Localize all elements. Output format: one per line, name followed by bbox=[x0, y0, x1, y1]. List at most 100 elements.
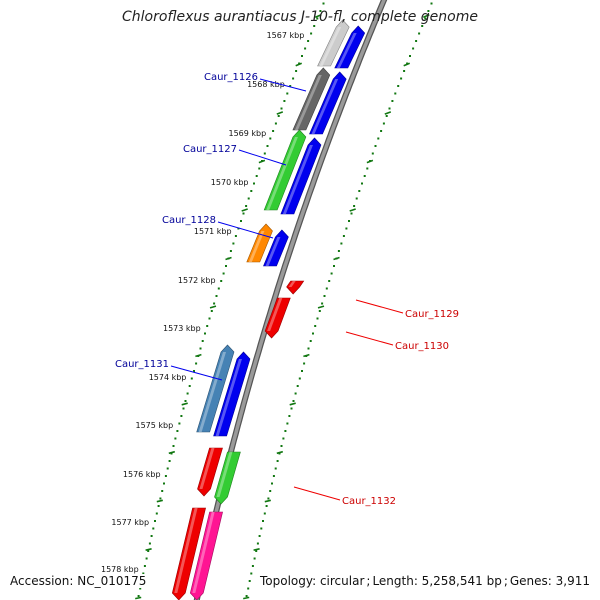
outer-ring-dot bbox=[286, 422, 289, 425]
outer-ring-dot bbox=[258, 535, 261, 537]
gene-label: Caur_1128 bbox=[162, 215, 216, 226]
outer-ring-dot bbox=[290, 407, 293, 410]
cds-forward-highlight bbox=[265, 237, 281, 266]
genome-backbone bbox=[193, 0, 388, 600]
kbp-tick-label: 1568 kbp bbox=[247, 80, 285, 89]
cds-cog-green-highlight bbox=[216, 452, 233, 497]
topology-label: Topology: circular bbox=[259, 574, 365, 588]
cds-forward-highlight bbox=[282, 145, 313, 214]
inner-ring-dot bbox=[182, 407, 185, 410]
outer-ring-dot bbox=[397, 85, 400, 87]
inner-ring-tick bbox=[295, 62, 302, 67]
kbp-tick-label: 1571 kbp bbox=[194, 227, 232, 236]
inner-ring-dot bbox=[213, 302, 216, 305]
length-label: Length: 5,258,541 bp bbox=[372, 574, 502, 588]
kbp-tick-label: 1577 kbp bbox=[111, 518, 149, 527]
inner-ring-dot bbox=[307, 40, 310, 42]
outer-ring-dot bbox=[333, 265, 335, 267]
kbp-tick-label: 1572 kbp bbox=[178, 276, 216, 285]
outer-ring-dot bbox=[247, 587, 250, 590]
outer-ring-tick bbox=[276, 450, 284, 455]
inner-ring-dot bbox=[232, 242, 235, 245]
outer-ring-dot bbox=[260, 527, 263, 530]
inner-ring-dot bbox=[286, 92, 289, 95]
cds-cog-steelblue-highlight bbox=[198, 352, 227, 432]
kbp-tick-label: 1570 kbp bbox=[211, 178, 249, 187]
outer-ring-dot bbox=[337, 250, 340, 252]
inner-ring-dot bbox=[222, 272, 225, 275]
outer-ring-dot bbox=[307, 347, 310, 350]
inner-ring-dot bbox=[258, 167, 261, 170]
inner-ring-dot bbox=[180, 415, 183, 417]
inner-ring-dot bbox=[193, 370, 195, 372]
inner-ring-dot bbox=[289, 85, 292, 87]
outer-ring-dot bbox=[377, 137, 380, 140]
outer-ring-dot bbox=[271, 482, 273, 485]
outer-ring-dot bbox=[282, 437, 285, 440]
inner-ring-tick bbox=[258, 159, 266, 164]
kbp-tick-label: 1576 kbp bbox=[123, 470, 161, 479]
feature-tracks bbox=[171, 19, 366, 600]
inner-ring-tick bbox=[156, 499, 163, 503]
inner-ring-dot bbox=[208, 317, 211, 320]
outer-ring-dot bbox=[363, 175, 366, 177]
inner-ring-tick bbox=[209, 305, 217, 309]
inner-ring-dot bbox=[316, 17, 319, 20]
outer-ring-dot bbox=[245, 595, 248, 597]
cds-reverse-highlight bbox=[267, 298, 283, 331]
inner-ring-dot bbox=[199, 347, 202, 350]
inner-ring-tick bbox=[168, 450, 176, 455]
inner-ring-dot bbox=[168, 460, 171, 462]
outer-ring-dot bbox=[394, 92, 397, 95]
outer-ring-dot bbox=[380, 130, 383, 132]
cds-reverse-highlight bbox=[199, 448, 215, 489]
outer-ring-dot bbox=[255, 550, 258, 552]
inner-ring-tick bbox=[276, 111, 284, 115]
inner-ring-dot bbox=[301, 55, 303, 57]
outer-ring-dot bbox=[296, 385, 299, 387]
inner-ring-dot bbox=[159, 497, 162, 500]
inner-ring-dot bbox=[220, 280, 223, 282]
gene-count-label: Genes: 3,911 bbox=[509, 574, 590, 588]
inner-ring-dot bbox=[170, 452, 173, 455]
inner-ring-dot bbox=[148, 542, 151, 545]
cds-reverse bbox=[286, 280, 305, 295]
inner-ring-tick bbox=[135, 596, 142, 600]
outer-ring-dot bbox=[342, 235, 345, 237]
outer-ring-dot bbox=[314, 325, 317, 327]
inner-ring-dot bbox=[174, 437, 177, 440]
kbp-tick-label: 1567 kbp bbox=[267, 31, 305, 40]
outer-ring-dot bbox=[272, 475, 275, 477]
outer-ring-tick bbox=[423, 14, 430, 18]
gene-label: Caur_1131 bbox=[115, 359, 169, 370]
inner-ring-dot bbox=[172, 445, 175, 447]
genome-summary: Topology: circular; Length: 5,258,541 bp;… bbox=[257, 574, 592, 588]
inner-ring-dot bbox=[184, 400, 187, 402]
inner-ring-dot bbox=[204, 332, 206, 335]
outer-ring-dot bbox=[312, 332, 314, 335]
inner-ring-dot bbox=[319, 10, 322, 12]
inner-scale-ring bbox=[135, 2, 325, 600]
outer-ring-dot bbox=[267, 497, 270, 500]
inner-ring-dot bbox=[255, 175, 258, 177]
kbp-tick-label: 1578 kbp bbox=[101, 565, 139, 574]
outer-ring-dot bbox=[388, 107, 391, 110]
inner-ring-dot bbox=[283, 100, 286, 102]
gene-label: Caur_1127 bbox=[183, 144, 237, 155]
outer-ring-dot bbox=[321, 302, 324, 305]
outer-ring-dot bbox=[424, 17, 427, 20]
kbp-tick-label: 1573 kbp bbox=[163, 324, 201, 333]
outer-ring-dot bbox=[430, 2, 433, 5]
inner-ring-tick bbox=[315, 14, 322, 18]
outer-ring-dot bbox=[280, 445, 283, 447]
inner-ring-tick bbox=[181, 402, 188, 406]
inner-ring-dot bbox=[190, 377, 193, 380]
inner-ring-dot bbox=[277, 115, 280, 117]
outer-ring-dot bbox=[412, 47, 415, 50]
scale-labels: 1567 kbp 1568 kbp 1569 kbp 1570 kbp 1571 kbp… bbox=[101, 31, 304, 574]
inner-ring-dot bbox=[234, 235, 237, 237]
outer-ring-dot bbox=[278, 452, 281, 455]
inner-ring-dot bbox=[178, 422, 181, 425]
